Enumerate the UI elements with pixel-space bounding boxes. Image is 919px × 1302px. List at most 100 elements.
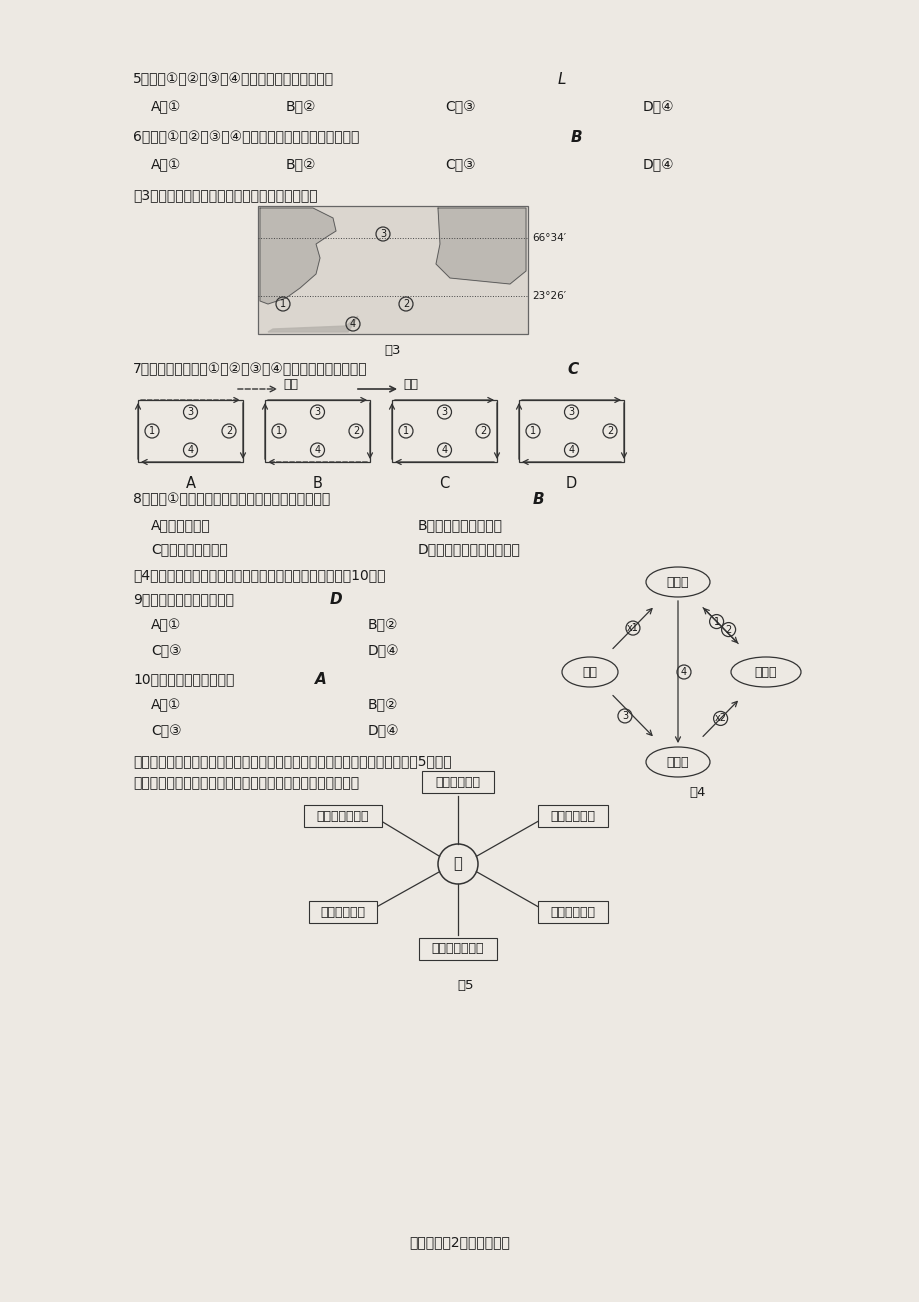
Text: 1: 1 — [713, 617, 719, 626]
Bar — [303, 805, 381, 827]
Text: B．②: B．② — [286, 100, 316, 115]
Bar — [538, 901, 607, 923]
Text: 地理试卷第2页（共８页）: 地理试卷第2页（共８页） — [409, 1236, 510, 1249]
Text: B．海陆热力性质差异: B．海陆热力性质差异 — [417, 518, 503, 533]
Text: D: D — [330, 592, 342, 607]
Ellipse shape — [645, 566, 709, 598]
Text: 8．影响①区域冬、夏季盛行风向变化的主要因素是: 8．影响①区域冬、夏季盛行风向变化的主要因素是 — [133, 492, 330, 506]
Text: 9．图中箭头标注错误的是: 9．图中箭头标注错误的是 — [133, 592, 233, 605]
Text: C．③: C．③ — [151, 724, 181, 738]
Text: C．③: C．③ — [151, 644, 181, 658]
Text: C: C — [566, 362, 578, 378]
Text: 3: 3 — [568, 408, 574, 417]
Ellipse shape — [731, 658, 800, 687]
Bar — [518, 400, 623, 462]
Text: D．④: D．④ — [368, 724, 399, 738]
Text: 图4: 图4 — [689, 786, 706, 799]
Polygon shape — [267, 316, 357, 332]
Text: C．③: C．③ — [445, 100, 475, 115]
Text: D: D — [565, 477, 576, 491]
Text: 土壤肖力下降: 土壤肖力下降 — [320, 905, 365, 918]
Bar — [538, 805, 607, 827]
Text: A．①: A．① — [151, 158, 181, 172]
Bar — [138, 400, 243, 462]
Bar — [418, 937, 496, 960]
Text: 2: 2 — [226, 426, 232, 436]
Text: 2: 2 — [607, 426, 612, 436]
Text: A．①: A．① — [151, 698, 181, 712]
Text: 岩浆: 岩浆 — [582, 665, 596, 678]
Text: 图5: 图5 — [458, 979, 473, 992]
Text: 2: 2 — [725, 625, 731, 634]
Text: A．地转偏向力: A．地转偏向力 — [151, 518, 210, 533]
Text: 1: 1 — [529, 426, 536, 436]
Text: 3: 3 — [441, 408, 447, 417]
Text: 变质岩: 变质岩 — [666, 755, 688, 768]
Text: 4: 4 — [349, 319, 356, 329]
Text: C．③: C．③ — [445, 158, 475, 172]
Polygon shape — [436, 208, 526, 284]
Text: 温室效应增强: 温室效应增强 — [550, 810, 595, 823]
Text: 水土流失加剧: 水土流失加剧 — [550, 905, 595, 918]
Text: B: B — [571, 130, 582, 145]
Text: 甲: 甲 — [453, 857, 462, 871]
Text: x2: x2 — [714, 713, 726, 724]
Bar — [309, 901, 377, 923]
Text: D．气压带、风带季节移动: D．气压带、风带季节移动 — [417, 542, 520, 556]
Text: 3: 3 — [187, 408, 193, 417]
Text: C．高低纬热量差异: C．高低纬热量差异 — [151, 542, 228, 556]
Bar — [391, 400, 496, 462]
Text: B: B — [312, 477, 322, 491]
Text: 图4中箭头示意岩石圈物质循环的相关过程。读图完成９～10题。: 图4中箭头示意岩石圈物质循环的相关过程。读图完成９～10题。 — [133, 568, 385, 582]
Text: 2: 2 — [353, 426, 358, 436]
Text: 3: 3 — [314, 408, 320, 417]
Bar — [265, 400, 369, 462]
Text: D．④: D．④ — [368, 644, 399, 658]
Text: B．②: B．② — [286, 158, 316, 172]
Text: 地理环境各要素之间是相互联系的，一个要素改变会对其他要素产生影响。图5示意某: 地理环境各要素之间是相互联系的，一个要素改变会对其他要素产生影响。图5示意某 — [133, 754, 451, 768]
Text: 23°26′: 23°26′ — [531, 292, 565, 301]
Text: L: L — [558, 72, 566, 87]
Text: B．②: B．② — [368, 698, 398, 712]
Text: 暖流: 暖流 — [403, 378, 417, 391]
Text: 1: 1 — [149, 426, 155, 436]
Text: 1: 1 — [276, 426, 282, 436]
Text: x1: x1 — [627, 624, 638, 633]
Text: B．②: B．② — [368, 618, 398, 631]
Text: 4: 4 — [314, 445, 320, 454]
Text: 图3为北太平洋局部海域图。读图完成７～８题。: 图3为北太平洋局部海域图。读图完成７～８题。 — [133, 187, 317, 202]
Text: 图3: 图3 — [384, 344, 401, 357]
Ellipse shape — [645, 747, 709, 777]
Text: D．④: D．④ — [642, 100, 674, 115]
Text: A: A — [186, 477, 196, 491]
Text: 2: 2 — [480, 426, 485, 436]
Text: 岩浆岩: 岩浆岩 — [666, 575, 688, 589]
Text: 10．可反映火山活动的是: 10．可反映火山活动的是 — [133, 672, 234, 686]
Text: A: A — [314, 672, 326, 687]
Text: 3: 3 — [621, 711, 628, 721]
Ellipse shape — [562, 658, 618, 687]
Text: A．①: A．① — [151, 618, 181, 631]
Text: 1: 1 — [403, 426, 409, 436]
Text: 6．图中①、②、③、④四地，最可能出现阴雨天气的是: 6．图中①、②、③、④四地，最可能出现阴雨天气的是 — [133, 130, 359, 145]
Text: 4: 4 — [441, 445, 447, 454]
Text: 5．图中①、②、③、④四地，气压梯度最大的是: 5．图中①、②、③、④四地，气压梯度最大的是 — [133, 72, 334, 86]
Text: B: B — [532, 492, 544, 506]
Text: A．①: A．① — [151, 100, 181, 115]
Text: 水旱灾害增多: 水旱灾害增多 — [435, 776, 480, 789]
Polygon shape — [260, 208, 335, 303]
Text: 地地理要素变化对区域环境的影响。据此完成１１～１２题。: 地地理要素变化对区域环境的影响。据此完成１１～１２题。 — [133, 776, 358, 790]
Text: 4: 4 — [568, 445, 574, 454]
Text: 4: 4 — [680, 667, 686, 677]
Text: 7．能正确表示图中①、②、③、④海域大洋环流模式的是: 7．能正确表示图中①、②、③、④海域大洋环流模式的是 — [133, 362, 368, 376]
Text: 1: 1 — [279, 299, 286, 309]
Text: 2: 2 — [403, 299, 409, 309]
Text: 土地荒漠化加剧: 土地荒漠化加剧 — [316, 810, 369, 823]
Text: 沉积岩: 沉积岩 — [754, 665, 777, 678]
Text: 3: 3 — [380, 229, 386, 240]
Text: 4: 4 — [187, 445, 193, 454]
Text: 径流量变率增大: 径流量变率增大 — [431, 943, 483, 956]
Bar — [257, 206, 528, 335]
Text: C: C — [439, 477, 449, 491]
Bar — [422, 771, 494, 793]
